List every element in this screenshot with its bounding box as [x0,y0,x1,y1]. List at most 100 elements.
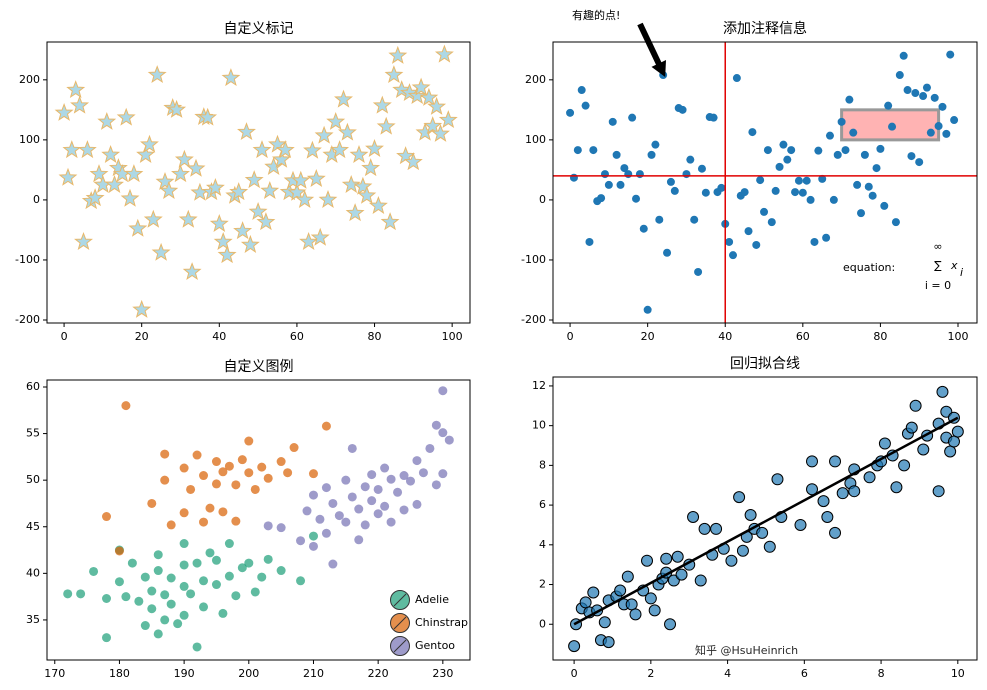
point [744,509,757,522]
star-point [209,213,229,232]
point [308,469,318,479]
point [944,445,957,458]
axes-frame [552,376,978,661]
x-tick-label: 210 [303,667,324,680]
point [905,421,918,434]
point [127,558,137,568]
point [160,475,170,485]
point [740,188,749,197]
chart-title: 添加注释信息 [723,20,807,37]
point [315,514,325,524]
x-tick-label: 4 [724,667,731,680]
point [748,128,757,137]
point [604,180,613,189]
point [934,122,943,131]
point [687,511,700,524]
point [289,443,299,453]
point [192,450,202,460]
point [166,573,176,583]
y-tick-label: 200 [525,73,546,86]
point [663,248,672,257]
point [587,586,600,599]
point [296,576,306,586]
point [102,512,112,522]
y-tick-label: 12 [532,379,546,392]
equation-lower: i = 0 [925,279,951,292]
star-point [431,123,450,142]
y-tick-label: -100 [15,253,40,266]
point [405,476,415,486]
point [231,480,241,490]
point [308,531,318,541]
star-point [128,218,148,237]
point [244,468,254,478]
point [848,485,861,498]
equation-term: x [950,259,958,272]
point [686,155,695,164]
point [888,122,897,131]
point [121,592,131,602]
star-point [295,189,315,208]
star-point [310,227,330,246]
point [775,162,784,171]
watermark: 知乎 @HsuHeinrich [695,643,798,657]
point [160,590,170,600]
star-point [174,149,194,168]
point [179,610,189,620]
point [845,95,854,104]
point [102,633,112,643]
point [444,435,454,445]
point [725,237,734,246]
point [373,484,383,494]
point [224,461,234,471]
star-point [167,99,187,118]
axes-frame [552,41,978,324]
y-tick-label: -100 [521,253,546,266]
point [179,560,189,570]
point [283,468,293,478]
point [756,526,769,539]
point [367,496,377,506]
legend-label: Chinstrap [415,616,468,629]
star-point [318,189,338,208]
point [806,483,819,496]
legend-hatch [393,593,407,607]
y-tick-label: -200 [521,313,546,326]
star-point [85,188,105,207]
star-point [252,140,272,159]
star-point [376,116,396,135]
point [166,520,176,530]
star-point [438,110,458,129]
point [160,449,170,459]
x-tick-label: 0 [567,330,574,343]
point [438,428,448,438]
point [166,599,176,609]
point [347,492,357,502]
point [629,608,642,621]
star-point [205,177,225,196]
point [140,572,150,582]
star-point [120,188,140,207]
point [911,89,920,98]
star-point [147,65,167,84]
point [231,516,241,526]
point [211,580,221,590]
point [566,108,575,117]
x-tick-label: 40 [718,330,732,343]
star-point [105,174,124,193]
point [694,267,703,276]
x-tick-label: 80 [873,330,887,343]
point [328,559,338,569]
point [798,188,807,197]
point [179,463,189,473]
point [701,188,710,197]
point [608,117,617,126]
point [641,554,654,567]
point [903,86,912,95]
star-point [419,87,439,106]
star-point [155,171,175,190]
point [431,420,441,430]
point [328,498,338,508]
